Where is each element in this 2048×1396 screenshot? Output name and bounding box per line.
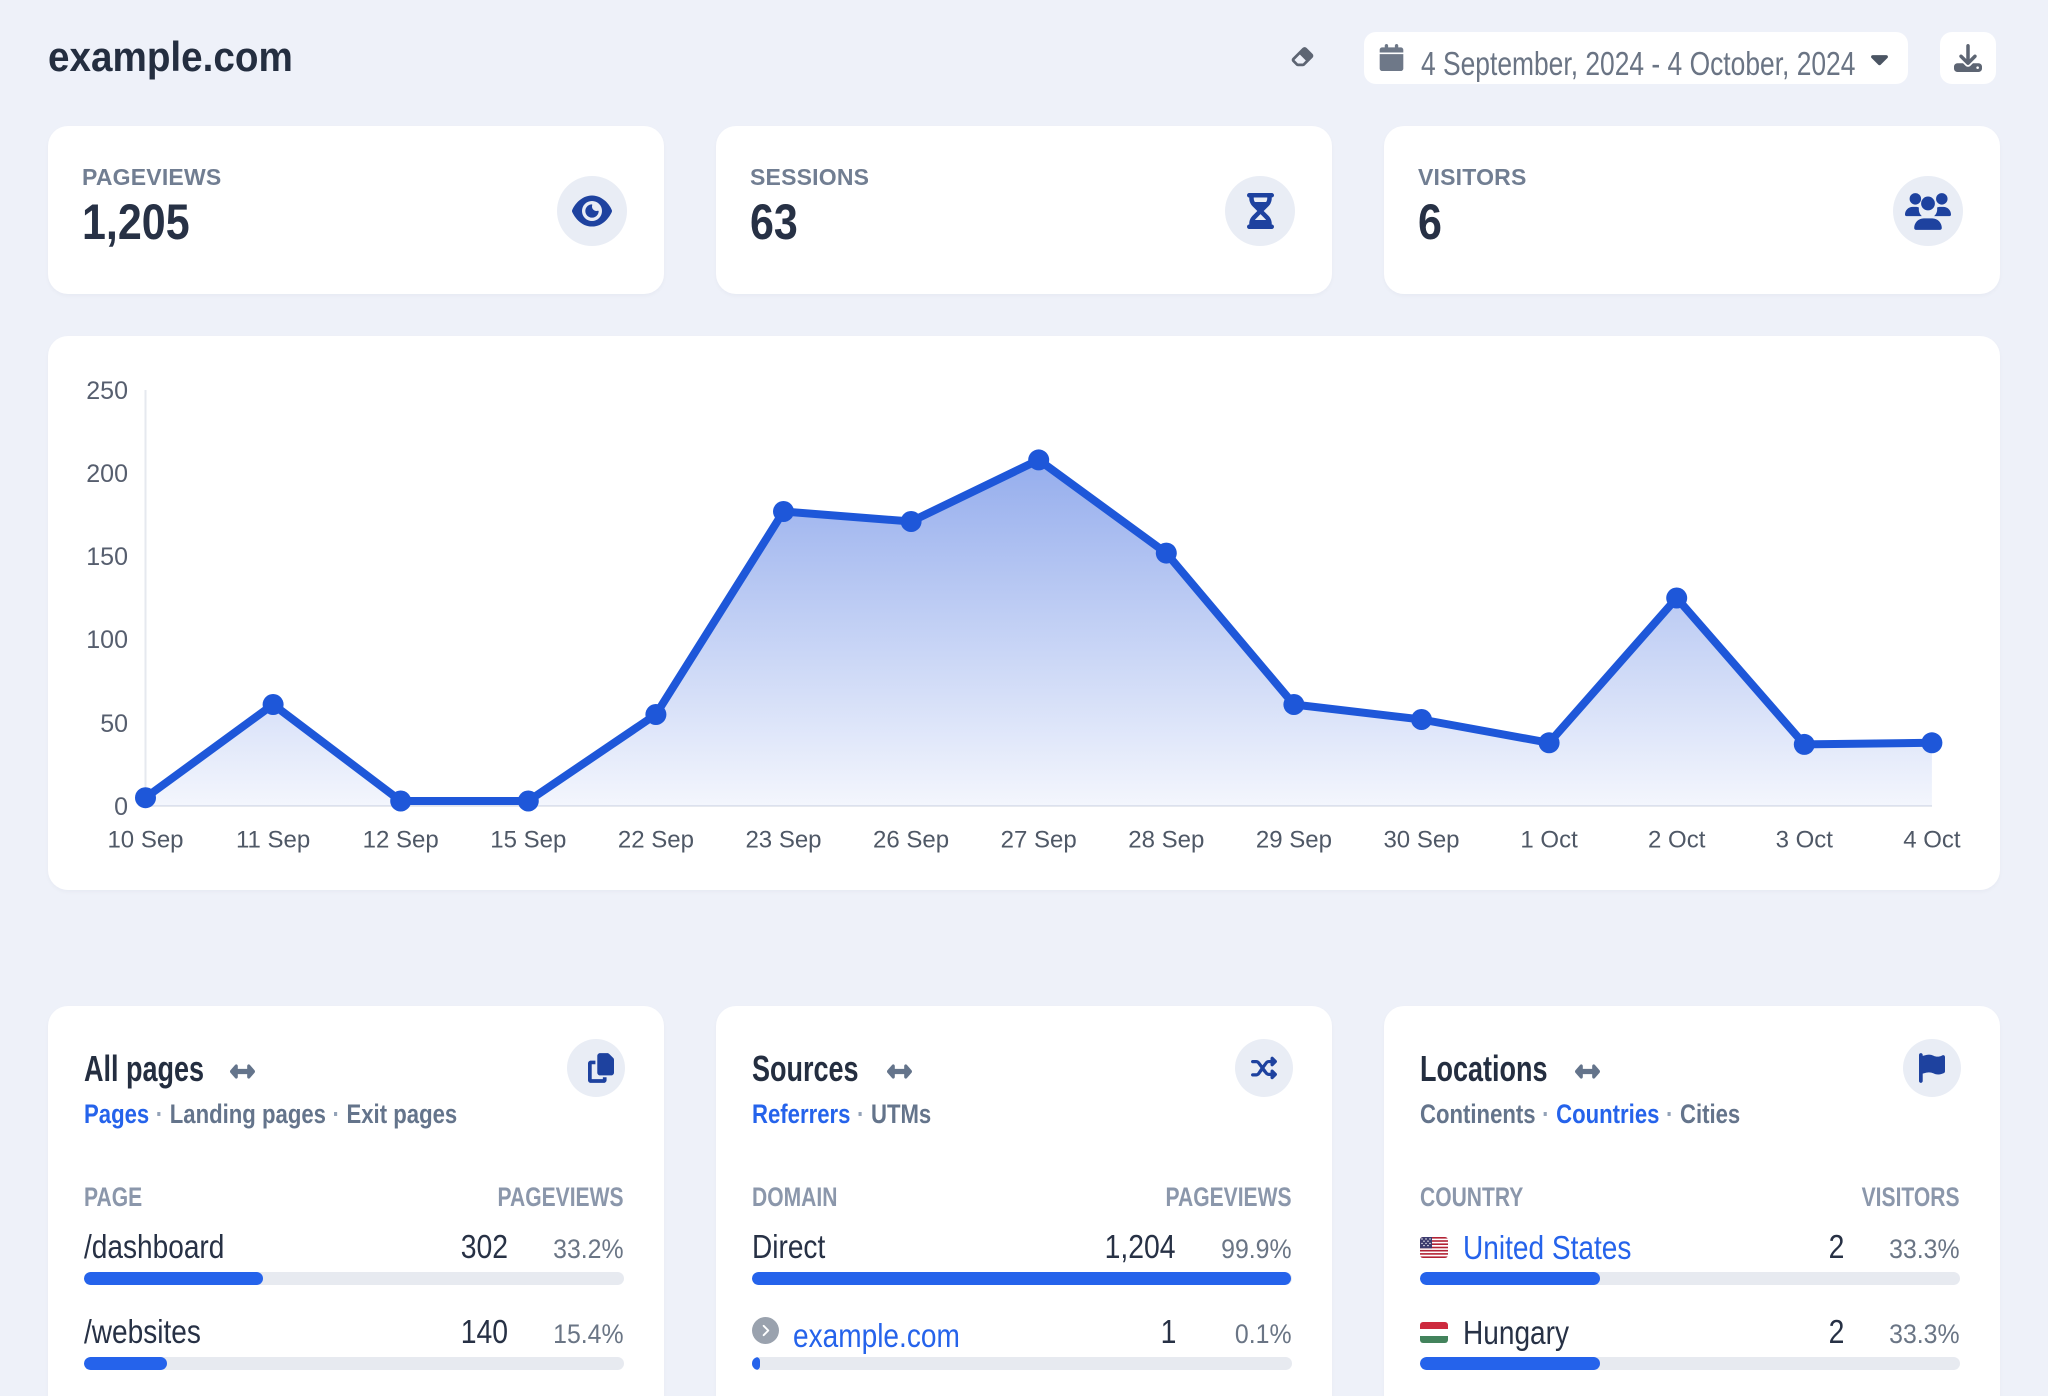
svg-text:29 Sep: 29 Sep bbox=[1256, 827, 1332, 854]
svg-text:50: 50 bbox=[100, 710, 128, 738]
svg-text:12 Sep: 12 Sep bbox=[363, 827, 439, 854]
svg-text:27 Sep: 27 Sep bbox=[1001, 827, 1077, 854]
svg-text:3 Oct: 3 Oct bbox=[1776, 827, 1834, 854]
svg-text:0: 0 bbox=[114, 793, 128, 821]
svg-text:26 Sep: 26 Sep bbox=[873, 827, 949, 854]
svg-text:200: 200 bbox=[86, 460, 128, 488]
svg-text:10 Sep: 10 Sep bbox=[107, 827, 183, 854]
svg-text:30 Sep: 30 Sep bbox=[1383, 827, 1459, 854]
svg-text:15 Sep: 15 Sep bbox=[490, 827, 566, 854]
svg-text:4 Oct: 4 Oct bbox=[1903, 827, 1961, 854]
svg-text:150: 150 bbox=[86, 543, 128, 571]
svg-text:250: 250 bbox=[86, 377, 128, 405]
svg-text:100: 100 bbox=[86, 626, 128, 654]
svg-text:28 Sep: 28 Sep bbox=[1128, 827, 1204, 854]
svg-text:11 Sep: 11 Sep bbox=[236, 827, 310, 854]
svg-text:22 Sep: 22 Sep bbox=[618, 827, 694, 854]
svg-text:23 Sep: 23 Sep bbox=[745, 827, 821, 854]
svg-text:2 Oct: 2 Oct bbox=[1648, 827, 1706, 854]
svg-text:1 Oct: 1 Oct bbox=[1520, 827, 1578, 854]
